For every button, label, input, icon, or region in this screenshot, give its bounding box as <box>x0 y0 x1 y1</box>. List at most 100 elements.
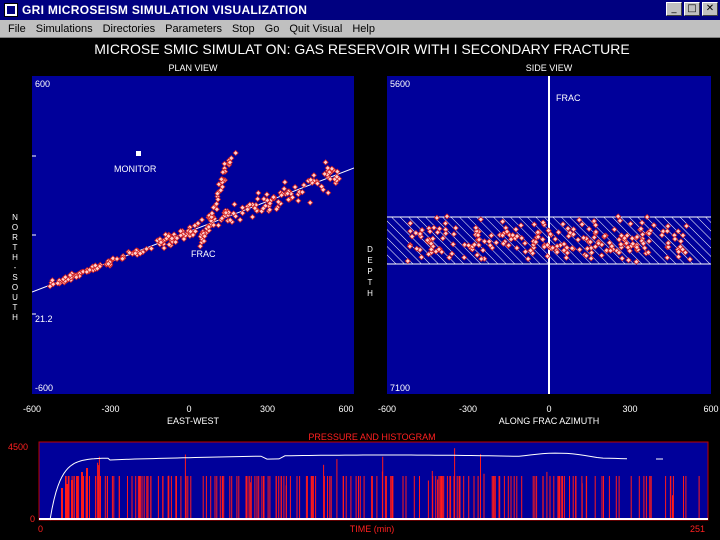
side-event-point <box>409 233 416 240</box>
side-y-axis-letter: T <box>368 278 373 287</box>
side-event-point <box>560 240 568 248</box>
plan-event-point <box>334 168 341 175</box>
side-event-point <box>621 235 628 242</box>
plan-event-point <box>239 204 246 211</box>
side-event-point <box>658 232 666 239</box>
side-frac-label: FRAC <box>556 93 581 103</box>
side-event-point <box>565 233 572 240</box>
side-event-point <box>617 241 625 248</box>
side-event-point <box>559 221 567 228</box>
pressure-x-axis-label: TIME (min) <box>350 524 395 534</box>
side-event-point <box>601 232 608 239</box>
menu-file[interactable]: File <box>8 22 26 35</box>
plan-event-point <box>263 191 270 198</box>
maximize-button[interactable]: □ <box>684 2 700 16</box>
side-event-point <box>499 218 506 225</box>
plan-event-point <box>307 176 314 183</box>
side-event-point <box>576 246 583 253</box>
menu-go[interactable]: Go <box>264 22 280 35</box>
side-event-point <box>639 219 646 226</box>
plan-event-point <box>281 179 288 186</box>
side-event-point <box>439 235 446 242</box>
plan-event-point <box>137 250 144 257</box>
side-event-point <box>513 244 520 252</box>
plan-event-point <box>50 281 57 288</box>
side-event-point <box>461 254 468 261</box>
plan-y-ticks <box>32 155 36 315</box>
plan-event-point <box>189 231 197 238</box>
plan-event-point <box>215 222 222 229</box>
side-event-point <box>404 257 411 265</box>
side-event-point <box>607 247 614 254</box>
plan-event-point <box>232 149 239 157</box>
side-event-point <box>499 232 506 239</box>
menu-simulations[interactable]: Simulations <box>35 22 93 35</box>
plan-y-axis-letter: - <box>14 263 17 272</box>
side-event-point <box>592 243 599 250</box>
main-title: MICROSE SMIC SIMULAT ON: GAS RESERVOIR W… <box>94 41 629 57</box>
side-event-point <box>579 221 586 228</box>
side-event-point <box>522 248 529 255</box>
side-event-point <box>627 220 634 227</box>
side-event-point <box>675 228 682 235</box>
menu-directories[interactable]: Directories <box>102 22 156 35</box>
plan-event-point <box>80 268 87 275</box>
side-event-point <box>419 226 426 234</box>
plan-event-point <box>157 239 165 246</box>
side-event-point <box>424 237 431 244</box>
side-event-point <box>591 234 598 241</box>
side-event-point <box>430 224 437 231</box>
side-event-point <box>633 233 641 241</box>
plan-event-point <box>310 172 317 179</box>
plan-y-bottom-label: -600 <box>35 383 53 393</box>
plan-event-point <box>161 244 168 252</box>
plan-event-point <box>201 233 208 240</box>
side-event-point <box>554 249 561 256</box>
minimize-button[interactable]: _ <box>666 2 682 16</box>
side-event-point <box>637 225 645 232</box>
side-view-title: SIDE VIEW <box>526 63 573 73</box>
plan-event-point <box>166 241 173 248</box>
plan-event-point <box>318 183 325 190</box>
side-event-point <box>477 216 484 223</box>
plan-event-point <box>219 169 226 176</box>
plan-frac-label: FRAC <box>191 249 216 259</box>
side-x-tick-label: 600 <box>703 404 718 414</box>
close-button[interactable]: ✕ <box>702 2 718 16</box>
plan-event-point <box>255 189 262 197</box>
menu-parameters[interactable]: Parameters <box>165 22 223 35</box>
plan-event-point <box>270 194 277 201</box>
plan-event-point <box>260 195 267 203</box>
side-event-point <box>624 244 632 251</box>
plan-event-point <box>230 210 237 217</box>
plan-event-point <box>177 232 184 239</box>
plan-x-tick-label: -300 <box>101 404 119 414</box>
plan-event-point <box>246 201 253 208</box>
plan-event-point <box>126 249 133 256</box>
plan-y-axis-letter: U <box>12 293 18 302</box>
plan-event-point <box>266 200 273 207</box>
side-event-point <box>664 228 671 235</box>
plan-event-point <box>322 159 329 166</box>
side-event-point <box>580 234 587 241</box>
side-event-point <box>471 241 478 248</box>
side-event-point <box>633 258 640 265</box>
menu-quit-visual[interactable]: Quit Visual <box>289 22 343 35</box>
side-event-point <box>633 244 640 251</box>
plan-event-point <box>260 205 267 212</box>
side-y-bottom-label: 7100 <box>390 383 410 393</box>
side-event-point <box>588 249 595 256</box>
plan-event-point <box>239 210 246 217</box>
side-event-point <box>450 231 458 238</box>
side-event-point <box>682 249 689 256</box>
side-event-point <box>646 230 653 237</box>
plan-event-point <box>300 182 307 189</box>
plan-x-axis-label: EAST-WEST <box>167 416 220 426</box>
menu-stop[interactable]: Stop <box>232 22 255 35</box>
side-event-point <box>606 239 613 246</box>
plan-event-point <box>173 235 181 242</box>
plan-event-point <box>295 197 302 204</box>
menu-help[interactable]: Help <box>352 22 375 35</box>
side-event-point <box>664 223 672 230</box>
window-title: GRI MICROSEISM SIMULATION VISUALIZATION <box>22 3 308 17</box>
